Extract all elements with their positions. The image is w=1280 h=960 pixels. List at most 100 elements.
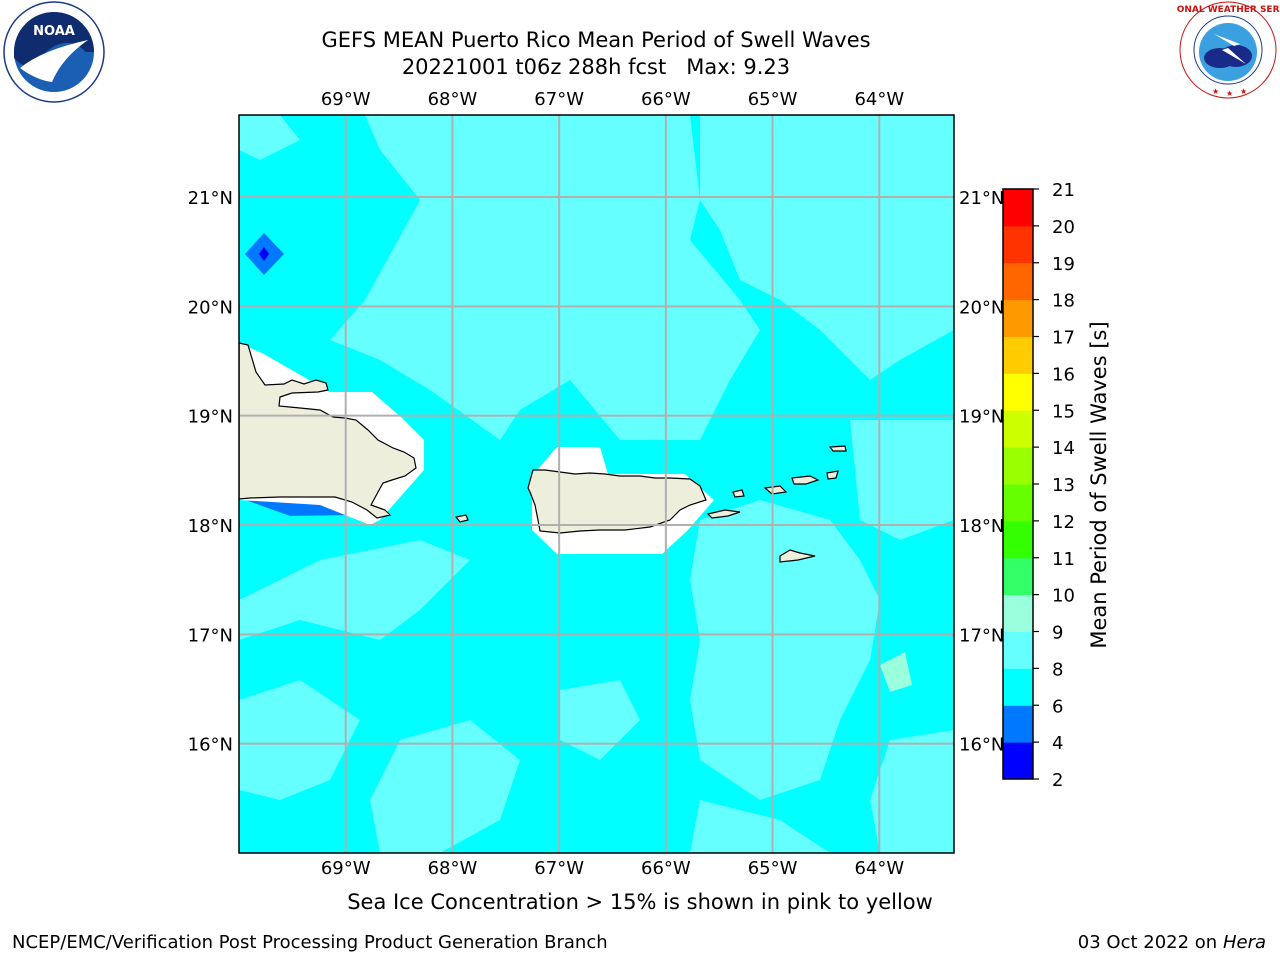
colorbar-swatch — [1003, 410, 1033, 448]
lon-label: 68°W — [428, 89, 478, 110]
light-period-patch — [239, 540, 470, 640]
land-puerto-rico — [527, 469, 707, 534]
credit-host: Hera — [1222, 932, 1266, 953]
svg-text:★: ★ — [1240, 87, 1247, 96]
lon-label: 64°W — [854, 89, 904, 110]
colorbar-swatch — [1003, 447, 1033, 485]
lon-label: 69°W — [321, 89, 371, 110]
chart-title: GEFS MEAN Puerto Rico Mean Period of Swe… — [321, 28, 871, 52]
colorbar-tick-label: 16 — [1052, 364, 1075, 385]
sea-ice-note: Sea Ice Concentration > 15% is shown in … — [347, 890, 933, 914]
credit-left: NCEP/EMC/Verification Post Processing Pr… — [12, 932, 608, 953]
lat-label: 21°N — [188, 188, 233, 209]
colorbar-swatch — [1003, 484, 1033, 522]
colorbar-tick-label: 18 — [1052, 291, 1075, 312]
high-period-patch — [880, 652, 912, 692]
lat-label: 18°N — [188, 516, 233, 537]
lat-label: 16°N — [188, 735, 233, 756]
colorbar-tick-label: 19 — [1052, 254, 1075, 275]
colorbar-tick-label: 12 — [1052, 512, 1075, 533]
colorbar-tick-label: 9 — [1052, 623, 1063, 644]
lat-label: 20°N — [959, 297, 1004, 318]
colorbar-swatch — [1003, 225, 1033, 264]
graticule — [239, 115, 954, 853]
lon-label: 68°W — [428, 858, 478, 879]
light-period-patch — [239, 115, 300, 160]
colorbar-tick-label: 8 — [1052, 659, 1063, 680]
colorbar-tick-label: 14 — [1052, 438, 1075, 459]
lat-labels-left: 21°N 20°N 19°N 18°N 17°N 16°N — [188, 188, 233, 756]
colorbar-swatch — [1003, 336, 1033, 374]
lat-label: 19°N — [959, 407, 1004, 428]
lat-label: 20°N — [188, 297, 233, 318]
light-period-patch — [690, 800, 830, 853]
colorbar-swatch — [1003, 668, 1033, 706]
noaa-logo: NOAA — [3, 1, 105, 103]
land-virgin-gorda — [826, 470, 839, 480]
colorbar-swatch — [1003, 262, 1033, 301]
lon-label: 65°W — [748, 89, 798, 110]
lon-label: 64°W — [854, 858, 904, 879]
light-period-patch — [560, 680, 640, 760]
lon-label: 67°W — [534, 89, 584, 110]
colorbar-tick-label: 15 — [1052, 401, 1075, 422]
lon-labels-top: 69°W 68°W 67°W 66°W 65°W 64°W — [321, 89, 904, 110]
land-mona — [454, 514, 469, 523]
colorbar-tick-label: 20 — [1052, 217, 1075, 238]
credit-right: 03 Oct 2022 on Hera — [1078, 932, 1266, 953]
svg-text:★: ★ — [1226, 89, 1233, 98]
light-period-patch — [690, 500, 880, 800]
nws-ring-text: NATIONAL WEATHER SERVICE — [1176, 5, 1280, 15]
lat-label: 21°N — [959, 188, 1004, 209]
colorbar-tick-label: 21 — [1052, 180, 1075, 201]
lat-label: 17°N — [188, 625, 233, 646]
land-hispaniola — [239, 342, 417, 519]
colorbar: 2 4 6 8 9 10 11 12 13 14 15 16 17 18 19 20 21 — [1002, 180, 1075, 791]
credit-date: 03 Oct 2022 on — [1077, 932, 1218, 953]
light-period-patch — [370, 720, 520, 853]
colorbar-tick-label: 13 — [1052, 475, 1075, 496]
map-frame — [238, 114, 955, 854]
colorbar-tick-label: 11 — [1052, 549, 1075, 570]
lon-labels-bottom: 69°W 68°W 67°W 66°W 65°W 64°W — [321, 858, 904, 879]
lon-label: 66°W — [641, 89, 691, 110]
lat-labels-right: 21°N 20°N 19°N 18°N 17°N 16°N — [959, 188, 1004, 756]
lon-label: 66°W — [641, 858, 691, 879]
lat-label: 17°N — [959, 625, 1004, 646]
lat-label: 19°N — [188, 407, 233, 428]
land-st-croix — [779, 549, 816, 563]
land-tortola — [791, 475, 820, 485]
colorbar-tick-label: 6 — [1052, 696, 1063, 717]
light-period-patch — [870, 730, 954, 853]
colorbar-tick-label: 2 — [1052, 770, 1063, 791]
svg-text:★: ★ — [1212, 87, 1219, 96]
noaa-logo-text: NOAA — [33, 24, 75, 39]
colorbar-swatch — [1003, 299, 1033, 337]
colorbar-tick-label: 17 — [1052, 328, 1075, 349]
lat-label: 16°N — [959, 735, 1004, 756]
colorbar-tick-label: 10 — [1052, 586, 1075, 607]
lon-label: 69°W — [321, 858, 371, 879]
colorbar-tick-label: 4 — [1052, 733, 1063, 754]
land-st-thomas — [763, 485, 788, 495]
colorbar-swatch — [1003, 373, 1033, 411]
colorbar-swatch — [1003, 594, 1033, 632]
swell-period-field — [239, 115, 954, 853]
chart-subtitle: 20221001 t06z 288h fcst Max: 9.23 — [401, 55, 791, 79]
lon-label: 65°W — [748, 858, 798, 879]
land-vieques — [706, 509, 741, 519]
colorbar-swatch — [1003, 631, 1033, 669]
colorbar-label: Mean Period of Swell Waves [s] — [1087, 321, 1111, 648]
colorbar-swatch — [1003, 742, 1033, 780]
light-period-patch — [850, 420, 954, 540]
lat-label: 18°N — [959, 516, 1004, 537]
colorbar-swatch — [1003, 557, 1033, 596]
lon-label: 67°W — [534, 858, 584, 879]
low-period-core — [259, 247, 269, 261]
light-period-patch — [700, 115, 954, 380]
colorbar-swatch — [1003, 520, 1033, 559]
colorbar-swatch — [1003, 189, 1033, 227]
nws-logo: NATIONAL WEATHER SERVICE ★ ★ ★ — [1176, 1, 1280, 99]
colorbar-swatch — [1003, 705, 1033, 743]
